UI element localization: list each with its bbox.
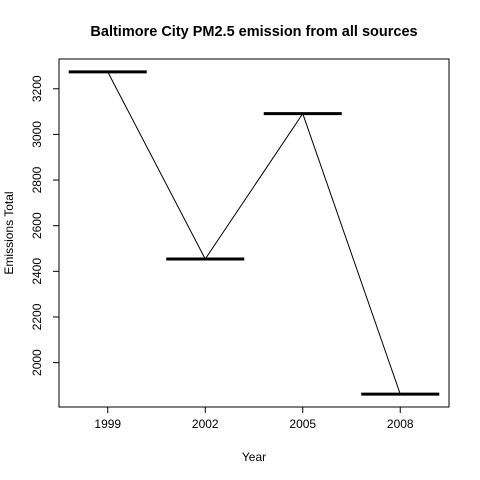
y-tick-label-3000: 3000 <box>30 121 44 148</box>
x-tick-label-1999: 1999 <box>94 417 121 431</box>
x-tick-label-2008: 2008 <box>387 417 414 431</box>
x-tick-label-2002: 2002 <box>192 417 219 431</box>
y-tick-label-3200: 3200 <box>30 75 44 102</box>
chart-title: Baltimore City PM2.5 emission from all s… <box>90 24 417 40</box>
x-axis-label: Year <box>242 450 266 464</box>
x-axis: 1999 2002 2005 2008 <box>94 407 414 431</box>
y-tick-label-2400: 2400 <box>30 258 44 285</box>
y-axis-label: Emissions Total <box>2 191 16 274</box>
series-emissions <box>68 70 440 396</box>
y-axis: 2000 2200 2400 2600 2800 3000 3200 <box>30 75 59 376</box>
y-tick-label-2600: 2600 <box>30 212 44 239</box>
y-tick-label-2200: 2200 <box>30 303 44 330</box>
y-tick-label-2800: 2800 <box>30 166 44 193</box>
series-line <box>107 71 401 395</box>
plot-frame <box>58 58 450 408</box>
x-tick-label-2005: 2005 <box>289 417 316 431</box>
y-tick-label-2000: 2000 <box>30 349 44 376</box>
